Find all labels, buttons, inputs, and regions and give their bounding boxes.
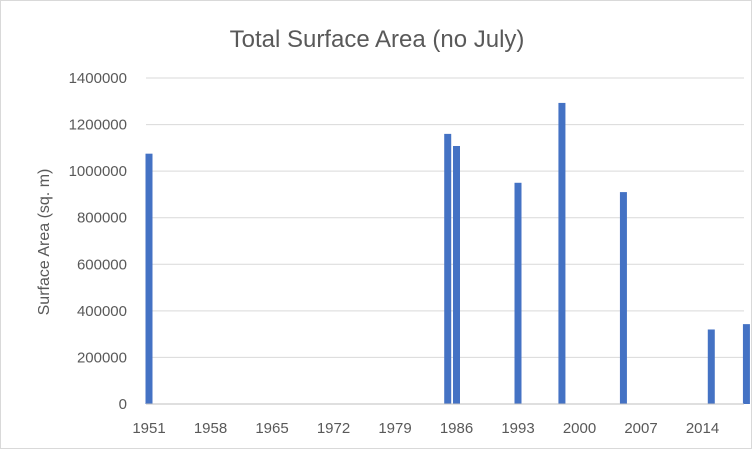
y-tick-label: 1200000 bbox=[69, 117, 127, 134]
x-tick-label: 1965 bbox=[255, 420, 288, 437]
bar bbox=[453, 145, 460, 404]
y-tick-label: 200000 bbox=[77, 349, 127, 366]
y-tick-label: 1400000 bbox=[69, 70, 127, 87]
y-tick-label: 0 bbox=[119, 396, 127, 413]
x-tick-label: 1958 bbox=[194, 420, 227, 437]
bars bbox=[145, 102, 750, 404]
x-tick-label: 1993 bbox=[501, 420, 534, 437]
bar bbox=[558, 102, 566, 404]
y-axis-label: Surface Area (sq. m) bbox=[36, 169, 53, 316]
bar bbox=[619, 192, 627, 404]
bar bbox=[444, 133, 452, 404]
x-tick-label: 2007 bbox=[624, 420, 657, 437]
chart-title: Total Surface Area (no July) bbox=[230, 26, 525, 53]
x-tick-label: 1979 bbox=[378, 420, 411, 437]
y-tick-label: 600000 bbox=[77, 256, 127, 273]
y-axis-ticks: 0 200000 400000 600000 800000 1000000 1200000 1… bbox=[69, 70, 127, 413]
bar bbox=[514, 182, 522, 404]
x-tick-label: 2000 bbox=[563, 420, 596, 437]
bar bbox=[145, 153, 153, 404]
y-tick-label: 1000000 bbox=[69, 163, 127, 180]
x-tick-label: 1951 bbox=[132, 420, 165, 437]
x-tick-label: 2014 bbox=[686, 420, 719, 437]
x-axis-ticks: 1951 1958 1965 1972 1979 1986 1993 2000 2007 2014 bbox=[132, 420, 719, 437]
x-tick-label: 1986 bbox=[440, 420, 473, 437]
bar bbox=[742, 324, 750, 404]
y-tick-label: 800000 bbox=[77, 210, 127, 227]
y-tick-label: 400000 bbox=[77, 303, 127, 320]
x-tick-label: 1972 bbox=[317, 420, 350, 437]
bar bbox=[707, 329, 715, 404]
